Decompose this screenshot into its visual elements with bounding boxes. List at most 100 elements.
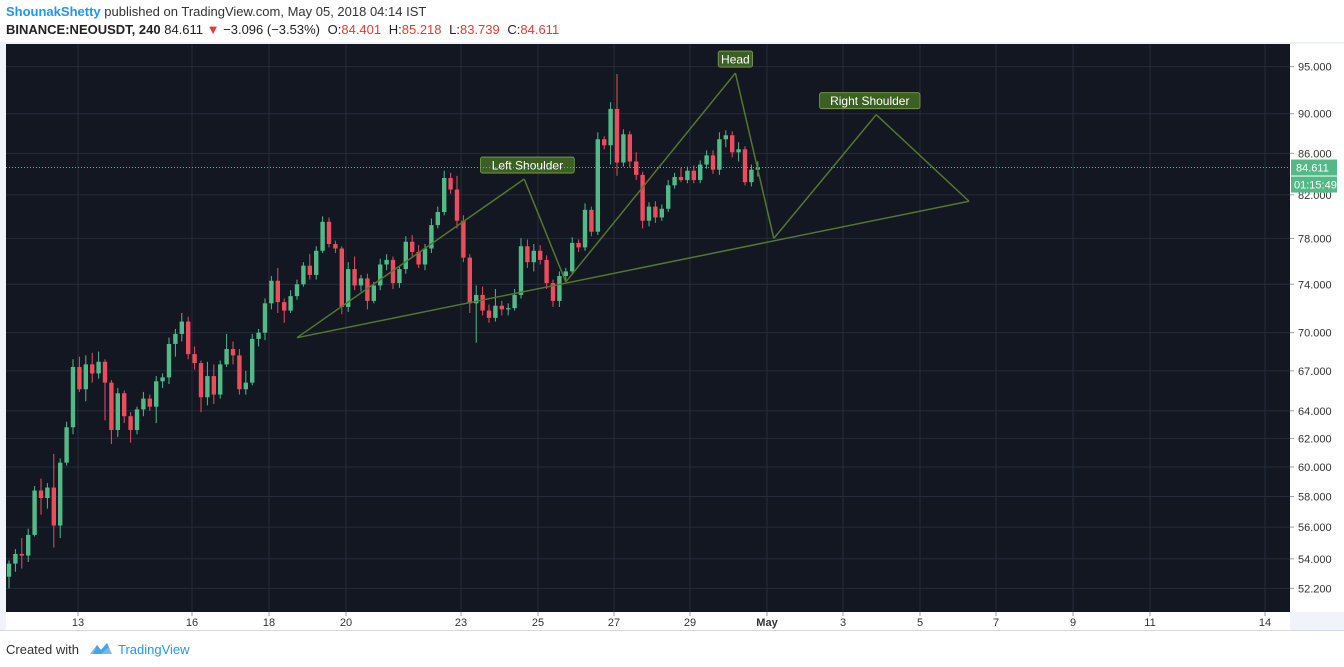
candle-body [640, 174, 645, 221]
candle-body [499, 305, 504, 310]
candle-body [563, 271, 568, 277]
candle-body [666, 185, 671, 209]
candle-body [333, 244, 338, 249]
candle-body [365, 278, 370, 301]
candle-body [179, 321, 184, 334]
x-tick-label: 27 [608, 617, 620, 629]
candle-body [397, 269, 402, 284]
candle-body [518, 246, 524, 295]
publish-line: ShounakShetty published on TradingView.c… [6, 4, 426, 19]
candle-body [256, 332, 261, 339]
candle-body [307, 265, 312, 275]
chart-header: ShounakShetty published on TradingView.c… [0, 0, 1344, 42]
candle-body [742, 149, 748, 183]
y-tick-label: 90.000 [1298, 109, 1332, 121]
pattern-line [875, 114, 970, 202]
candle-body [224, 349, 229, 365]
candle-body [128, 416, 133, 431]
candle-body [410, 241, 415, 252]
y-tick-label: 67.000 [1298, 366, 1332, 378]
y-tick-label: 64.000 [1298, 406, 1332, 418]
candle-body [685, 170, 690, 181]
tradingview-link[interactable]: TradingView [118, 642, 190, 657]
candle-body [141, 398, 146, 410]
candle-body [467, 257, 472, 304]
x-tick-label: 9 [1070, 617, 1076, 629]
x-tick-label: 14 [1259, 617, 1271, 629]
candle-body [205, 376, 210, 398]
symbol-label[interactable]: BINANCE:NEOUSDT, 240 [6, 22, 161, 37]
candle-body [570, 242, 575, 272]
candle-body [730, 135, 735, 153]
candle-body [531, 250, 536, 263]
candle-body [493, 305, 498, 318]
candle-body [186, 321, 191, 355]
candle-body [320, 221, 325, 251]
y-tick-label: 58.000 [1298, 492, 1332, 504]
candle-body [646, 206, 652, 221]
candle-body [454, 189, 460, 221]
legend-line: BINANCE:NEOUSDT, 240 84.611 ▼ −3.096 (−3… [6, 22, 559, 37]
countdown-text: 01:15:49 [1294, 180, 1337, 192]
candle-body [237, 355, 242, 390]
change-text: −3.096 (−3.53%) [223, 22, 320, 37]
annotation-label: Right Shoulder [830, 94, 909, 108]
candle-body [659, 208, 664, 218]
candle-body [115, 393, 120, 431]
candle-body [550, 283, 556, 301]
x-tick-label: 3 [840, 617, 846, 629]
candle-body [45, 487, 50, 499]
x-tick-label: 18 [263, 617, 275, 629]
candle-body [77, 366, 82, 390]
time-axis[interactable] [6, 612, 1290, 630]
pattern-line [565, 72, 736, 283]
candle-body [160, 377, 165, 382]
candle-body [192, 354, 197, 364]
annotation-label: Head [721, 53, 750, 67]
candle-body [416, 251, 421, 265]
candle-body [96, 361, 101, 374]
candle-body [326, 221, 332, 245]
price-chart[interactable]: Left Shoulder Head Right Shoulder 52.200 54… [0, 42, 1344, 630]
candle-body [710, 155, 716, 170]
candle-body [288, 296, 293, 311]
candle-body [230, 349, 236, 356]
close-label: C: [507, 22, 521, 37]
price-axis[interactable] [1290, 44, 1344, 612]
y-tick-label: 62.000 [1298, 433, 1332, 445]
candle-body [634, 161, 639, 175]
candle-body [58, 462, 63, 526]
candle-body [538, 250, 543, 260]
candle-body [512, 294, 517, 309]
candle-body [442, 178, 447, 213]
candle-body [339, 248, 344, 307]
head-and-shoulders-pattern[interactable] [296, 72, 970, 339]
candle-body [26, 534, 31, 556]
candle-body [429, 225, 434, 249]
candle-body [384, 259, 389, 265]
candle-body [358, 278, 364, 286]
tradingview-logo-icon[interactable] [88, 640, 114, 656]
x-tick-label: 20 [340, 617, 352, 629]
candle-body [13, 553, 18, 564]
candle-body [435, 212, 440, 226]
created-with-text: Created with [6, 642, 79, 657]
x-tick-label: May [756, 617, 778, 629]
y-tick-label: 78.000 [1298, 233, 1332, 245]
y-axis-labels: 52.200 54.000 56.000 58.000 60.000 62.000 64.0… [1290, 62, 1332, 595]
candle-body [506, 308, 511, 310]
candle-body [262, 303, 268, 333]
open-value: 84.401 [341, 22, 382, 37]
author-link[interactable]: ShounakShetty [6, 4, 101, 19]
candle-body [32, 490, 37, 535]
candle-body [122, 393, 127, 417]
candle-body [19, 553, 24, 556]
y-tick-label: 82.000 [1298, 190, 1332, 202]
plot-area[interactable] [6, 44, 1290, 612]
candle-body [403, 241, 408, 270]
candle-body [698, 164, 703, 181]
candle-body [294, 284, 300, 297]
candle-body [736, 149, 741, 153]
candle-body [525, 246, 530, 263]
candle-body [90, 364, 95, 374]
